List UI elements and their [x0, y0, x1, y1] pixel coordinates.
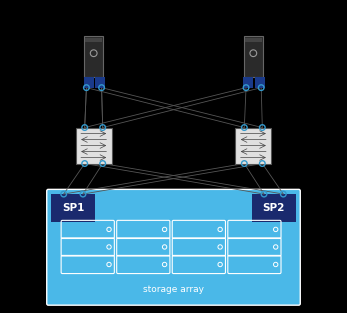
Bar: [95, 77, 105, 88]
Bar: [84, 77, 94, 88]
Bar: [243, 77, 253, 88]
Bar: [84, 36, 103, 77]
Text: SP2: SP2: [262, 203, 285, 213]
Text: storage array: storage array: [143, 285, 204, 294]
Bar: [245, 38, 262, 42]
Bar: [235, 128, 271, 163]
Bar: [244, 36, 263, 77]
Text: SP1: SP1: [62, 203, 85, 213]
Bar: [252, 194, 296, 222]
Bar: [51, 194, 95, 222]
Bar: [255, 77, 265, 88]
FancyBboxPatch shape: [47, 189, 300, 305]
Bar: [85, 38, 102, 42]
Bar: [76, 128, 112, 163]
